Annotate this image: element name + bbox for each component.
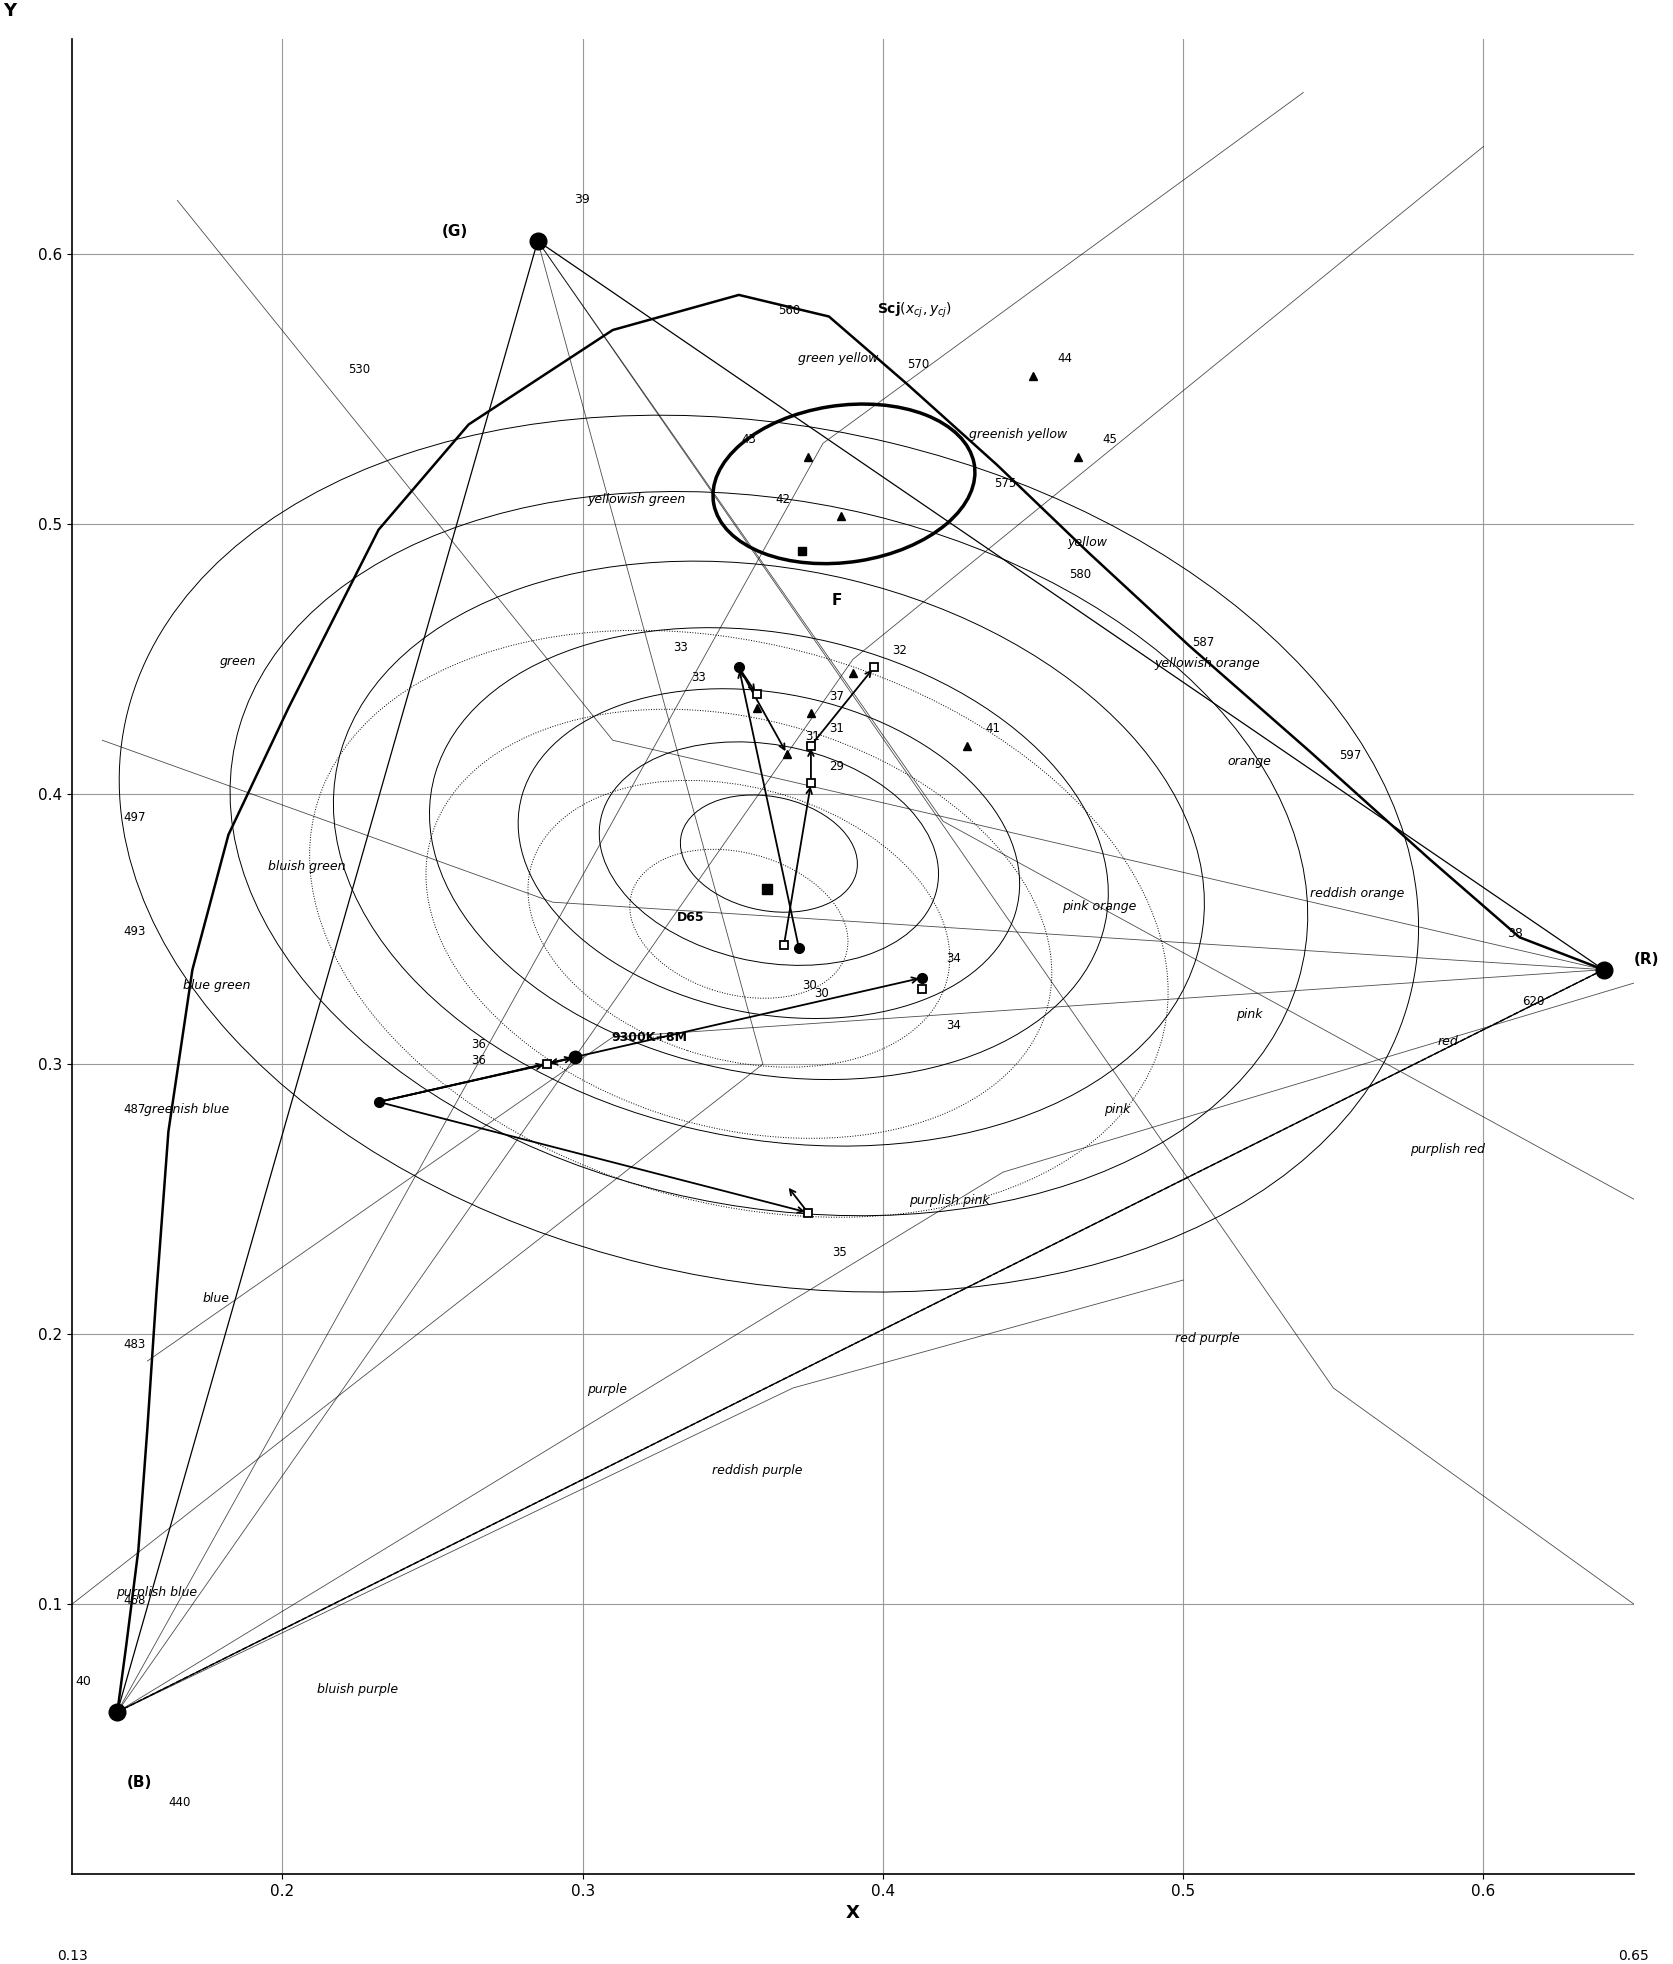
Text: 493: 493 [124,925,146,937]
Text: 37: 37 [828,689,843,703]
Text: bluish purple: bluish purple [316,1683,398,1697]
Text: 620: 620 [1522,994,1544,1008]
Text: 570: 570 [907,357,929,371]
Text: 31: 31 [828,723,843,735]
Text: green yellow: green yellow [798,352,878,365]
Text: 580: 580 [1069,568,1091,581]
Text: 9300K+8M: 9300K+8M [611,1031,688,1045]
Text: purplish blue: purplish blue [115,1585,197,1599]
Text: 483: 483 [124,1337,146,1351]
Text: 36: 36 [472,1055,487,1066]
Text: bluish green: bluish green [268,860,345,872]
Text: 34: 34 [945,1019,960,1031]
Text: 36: 36 [472,1037,487,1051]
Text: 0.13: 0.13 [57,1950,87,1964]
Text: 43: 43 [741,434,756,446]
Text: 35: 35 [831,1245,847,1259]
Text: 440: 440 [169,1797,191,1809]
Text: (B): (B) [127,1775,152,1791]
Text: reddish orange: reddish orange [1310,888,1405,900]
Text: 31: 31 [805,731,820,742]
Text: red: red [1437,1035,1457,1049]
Text: green: green [219,654,256,668]
Text: purple: purple [587,1383,627,1396]
Text: 33: 33 [691,672,706,683]
Text: 44: 44 [1057,352,1072,365]
Text: (G): (G) [442,224,468,238]
Text: greenish blue: greenish blue [144,1102,229,1116]
Text: 40: 40 [75,1675,92,1687]
Text: blue green: blue green [182,978,251,992]
Text: 487: 487 [124,1102,146,1116]
Text: 33: 33 [673,640,688,654]
Text: 39: 39 [574,192,589,206]
X-axis label: X: X [847,1905,860,1923]
Text: 597: 597 [1340,748,1362,762]
Text: 29: 29 [828,760,843,774]
Text: 468: 468 [124,1595,146,1607]
Text: Scj$(x_{cj},y_{cj})$: Scj$(x_{cj},y_{cj})$ [877,300,952,320]
Text: yellow: yellow [1067,536,1108,548]
Text: D65: D65 [678,911,704,925]
Text: 497: 497 [124,811,146,825]
Text: F: F [831,593,842,609]
Text: 575: 575 [994,477,1016,489]
Text: yellowish green: yellowish green [587,493,686,507]
Text: reddish purple: reddish purple [711,1465,801,1477]
Text: pink: pink [1104,1102,1131,1116]
Text: 587: 587 [1193,636,1215,648]
Text: red purple: red purple [1174,1332,1240,1345]
Text: purplish red: purplish red [1410,1143,1486,1157]
Text: greenish yellow: greenish yellow [969,428,1067,442]
Text: blue: blue [202,1292,229,1304]
Text: 45: 45 [1103,434,1118,446]
Text: pink: pink [1236,1008,1263,1021]
Text: 560: 560 [778,304,800,316]
Text: pink orange: pink orange [1062,900,1136,913]
Text: purplish pink: purplish pink [908,1194,989,1208]
Text: orange: orange [1228,754,1271,768]
Text: 42: 42 [775,493,790,507]
Text: (R): (R) [1633,953,1660,968]
Text: 0.65: 0.65 [1618,1950,1650,1964]
Text: 38: 38 [1507,927,1524,941]
Text: 30: 30 [801,978,816,992]
Text: 41: 41 [985,723,1000,735]
Text: yellowish orange: yellowish orange [1154,658,1260,670]
Y-axis label: Y: Y [3,2,17,20]
Text: 530: 530 [348,363,371,377]
Text: 30: 30 [815,986,828,1000]
Text: 34: 34 [945,953,960,964]
Text: 32: 32 [892,644,907,656]
